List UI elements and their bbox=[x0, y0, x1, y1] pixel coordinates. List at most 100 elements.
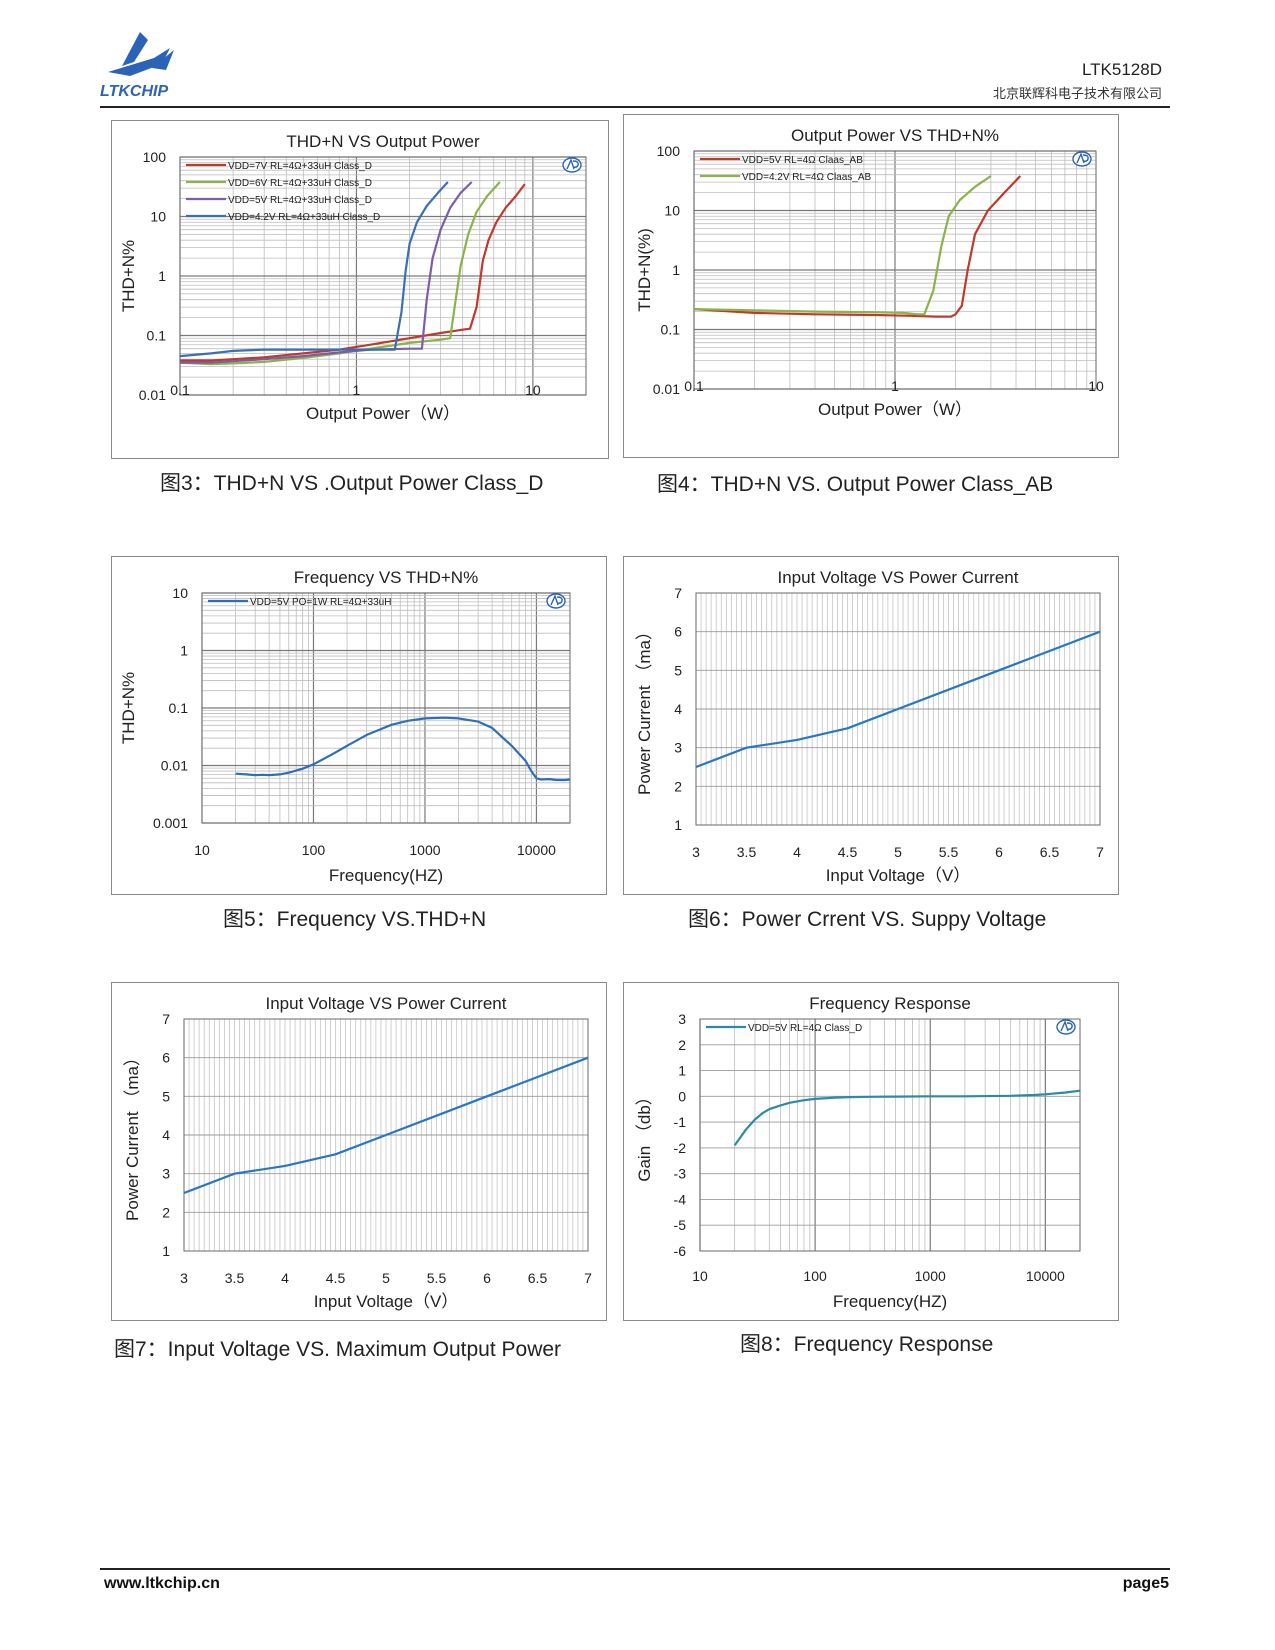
y-tick-label: -1 bbox=[674, 1114, 687, 1130]
chart-legend: VDD=5V RL=4Ω Class_D bbox=[706, 1023, 862, 1034]
figure-7-caption: 图7：Input Voltage VS. Maximum Output Powe… bbox=[114, 1338, 562, 1361]
plot-area-border bbox=[693, 150, 1097, 390]
y-tick-label: 0.1 bbox=[661, 322, 681, 338]
x-tick-label: 3.5 bbox=[737, 844, 757, 860]
figure-5-caption: 图5：Frequency VS.THD+N bbox=[223, 908, 487, 931]
x-tick-label: 3.5 bbox=[225, 1270, 245, 1286]
plot-area-border bbox=[183, 1018, 589, 1252]
x-tick-label: 1 bbox=[891, 378, 899, 394]
footer-page-number: page5 bbox=[1122, 1575, 1169, 1592]
plot-grid bbox=[201, 592, 571, 824]
y-tick-label: -3 bbox=[674, 1166, 687, 1182]
figure-4-chart: Output Power VS THD+N% 0.1 1 10 100 10 1 0.1 0.0… bbox=[623, 114, 1119, 458]
y-axis-label: Power Current （ma） bbox=[635, 623, 654, 795]
x-tick-label: 10 bbox=[525, 382, 541, 398]
series-line-3 bbox=[180, 181, 473, 364]
x-tick-label: 0.1 bbox=[684, 378, 704, 394]
chart-legend: VDD=7V RL=4Ω+33uH Class_D VDD=6V RL=4Ω+33… bbox=[186, 161, 380, 223]
thd-vs-power-class-ab-chart: Output Power VS THD+N%0.1 1 101001010.10.0… bbox=[635, 126, 1104, 419]
x-axis-label: Input Voltage（V） bbox=[314, 1292, 459, 1311]
y-tick-label: 0.001 bbox=[153, 815, 188, 831]
company-name: 北京联辉科电子技术有限公司 bbox=[992, 86, 1162, 101]
y-tick-label: 1 bbox=[180, 643, 188, 659]
y-tick-label: 10 bbox=[664, 203, 680, 219]
x-tick-label: 5 bbox=[382, 1270, 390, 1286]
y-tick-label: 0.01 bbox=[139, 387, 166, 403]
series-line-1 bbox=[693, 175, 1022, 318]
y-tick-label: 4 bbox=[162, 1127, 170, 1143]
legend-entry: VDD=5V RL=4Ω Claas_AB bbox=[742, 155, 863, 166]
y-tick-label: 0.1 bbox=[169, 700, 189, 716]
y-tick-label: 6 bbox=[162, 1050, 170, 1066]
y-tick-label: 7 bbox=[162, 1011, 170, 1027]
x-tick-label: 7 bbox=[1096, 844, 1104, 860]
chart-title: Frequency Response bbox=[809, 994, 971, 1013]
y-tick-label: -6 bbox=[674, 1243, 687, 1259]
x-axis-label: Output Power（W） bbox=[818, 400, 972, 419]
ap-badge-glyph bbox=[566, 158, 579, 170]
logo-text: LTKCHIP bbox=[100, 83, 168, 100]
chart-title: THD+N VS Output Power bbox=[286, 132, 480, 151]
plot-area-border bbox=[179, 156, 587, 396]
y-tick-label: 1 bbox=[158, 268, 166, 284]
legend-entry: VDD=4.2V RL=4Ω Claas_AB bbox=[742, 172, 872, 183]
x-tick-label: 100 bbox=[302, 842, 326, 858]
y-tick-label: 0 bbox=[678, 1088, 686, 1104]
legend-entry: VDD=6V RL=4Ω+33uH Class_D bbox=[228, 178, 372, 189]
figure-3-chart: THD+N VS Output Power 0.1 1 10 100 10 1 0.1 0.01… bbox=[111, 120, 609, 459]
x-tick-label: 10000 bbox=[517, 842, 556, 858]
y-axis-label: THD+N(%) bbox=[635, 228, 654, 312]
plot-grid bbox=[693, 150, 1097, 390]
series-line-1 bbox=[180, 183, 526, 362]
y-tick-label: 3 bbox=[162, 1166, 170, 1182]
figure-7-chart: Input Voltage VS Power Current 3 3.5 4 4.5 5 5… bbox=[111, 982, 607, 1321]
x-tick-label: 6.5 bbox=[1040, 844, 1060, 860]
series-line-4 bbox=[179, 181, 449, 358]
x-tick-label: 10 bbox=[1088, 378, 1104, 394]
y-axis-label: Gain （db） bbox=[635, 1088, 654, 1182]
chart-title: Frequency VS THD+N% bbox=[294, 568, 478, 587]
figure-6-chart: Input Voltage VS Power Current 3 3.5 4 4.5 5 5… bbox=[623, 556, 1119, 895]
x-tick-label: 6 bbox=[483, 1270, 491, 1286]
plot-grid bbox=[699, 1018, 1081, 1252]
y-tick-label: 1 bbox=[678, 1063, 686, 1079]
power-current-vs-voltage-chart: Input Voltage VS Power Current 3 3.5 4 4.5 5 5… bbox=[635, 568, 1104, 885]
page-header: LTKCHIP LTK5128D 北京联辉科电子技术有限公司 bbox=[100, 28, 1170, 108]
frequency-vs-thd-chart: Frequency VS THD+N% 10 100 1000 10000 10 1 0.1 0… bbox=[119, 568, 571, 885]
y-tick-label: 4 bbox=[674, 701, 682, 717]
x-tick-label: 3 bbox=[180, 1270, 188, 1286]
x-axis-label: Frequency(HZ) bbox=[833, 1292, 947, 1311]
plot-grid bbox=[695, 592, 1101, 826]
figure-8-caption: 图8：Frequency Response bbox=[740, 1333, 994, 1356]
chart-title: Input Voltage VS Power Current bbox=[266, 994, 507, 1013]
series-line-1 bbox=[235, 716, 571, 782]
x-tick-label: 6 bbox=[995, 844, 1003, 860]
y-axis-label: Power Current （ma） bbox=[123, 1049, 142, 1221]
x-tick-label: 1000 bbox=[409, 842, 440, 858]
chart-title: Output Power VS THD+N% bbox=[791, 126, 999, 145]
y-tick-label: 100 bbox=[143, 149, 167, 165]
header-rule bbox=[100, 106, 1170, 108]
x-tick-label: 5.5 bbox=[427, 1270, 447, 1286]
y-tick-label: -2 bbox=[674, 1140, 687, 1156]
y-tick-label: 3 bbox=[678, 1011, 686, 1027]
document-id: LTK5128D bbox=[1081, 60, 1162, 79]
y-tick-label: 100 bbox=[657, 143, 681, 159]
legend-entry: VDD=5V PO=1W RL=4Ω+33uH bbox=[250, 597, 391, 608]
figure-4-caption: 图4：THD+N VS. Output Power Class_AB bbox=[657, 473, 1054, 496]
figure-3-caption: 图3：THD+N VS .Output Power Class_D bbox=[160, 472, 544, 495]
y-tick-label: -5 bbox=[674, 1217, 687, 1233]
y-tick-label: -4 bbox=[674, 1191, 687, 1207]
x-tick-label: 10000 bbox=[1026, 1268, 1065, 1284]
y-tick-label: 5 bbox=[674, 662, 682, 678]
figure-8-chart: Frequency Response 10 100 1000 10000 3 2 1 0 -1 -2… bbox=[623, 982, 1119, 1321]
x-tick-label: 5.5 bbox=[939, 844, 959, 860]
legend-entry: VDD=5V RL=4Ω Class_D bbox=[748, 1023, 862, 1034]
y-tick-label: 0.01 bbox=[653, 381, 680, 397]
y-tick-label: 1 bbox=[674, 817, 682, 833]
y-tick-label: 2 bbox=[678, 1037, 686, 1053]
x-tick-label: 100 bbox=[803, 1268, 827, 1284]
x-tick-label: 4.5 bbox=[838, 844, 858, 860]
